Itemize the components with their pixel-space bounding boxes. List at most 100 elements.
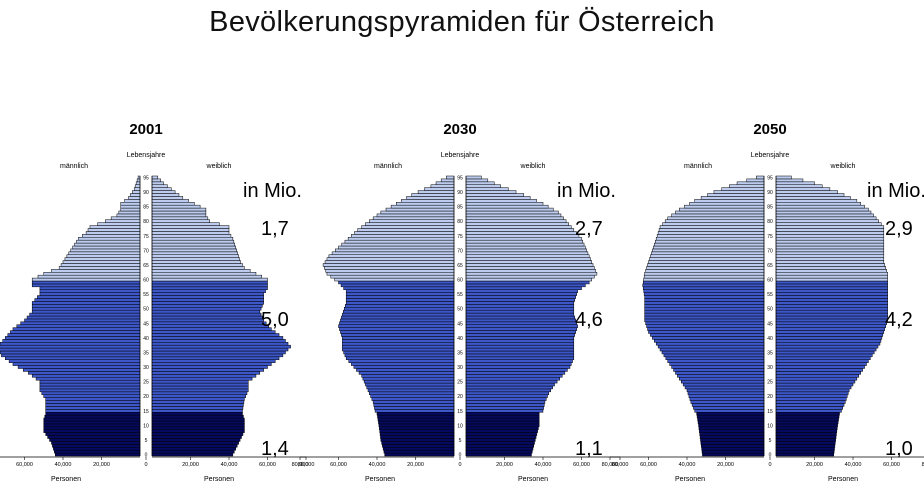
male-bar	[644, 272, 765, 276]
female-bar	[465, 228, 575, 232]
female-bar	[465, 187, 509, 191]
x-axis: 80,000 60,000 40,000 20,000 0 20,000 40,000 60,…	[0, 456, 315, 483]
female-bar	[151, 333, 280, 337]
female-bar	[775, 266, 886, 270]
female-bar	[151, 344, 291, 349]
female-bar	[151, 452, 234, 457]
male-bar	[43, 426, 141, 431]
female-bar	[151, 292, 264, 296]
male-bar	[351, 234, 455, 238]
male-bar	[43, 423, 141, 428]
male-bar	[128, 196, 141, 200]
total-60-plus: 2,7	[575, 218, 603, 240]
female-bar	[775, 274, 888, 279]
male-bar	[358, 371, 455, 375]
male-bar	[701, 447, 765, 451]
female-bar	[151, 245, 236, 250]
male-bar	[31, 304, 141, 308]
male-bar	[12, 362, 141, 366]
female-bar	[151, 213, 207, 218]
male-bar	[85, 231, 141, 235]
female-bar	[151, 385, 249, 390]
female-bar	[775, 409, 842, 413]
x-tick-label: 20,000	[717, 462, 734, 468]
female-bar	[775, 394, 848, 398]
age-tick-label: 15	[457, 409, 463, 415]
female-bar	[151, 432, 244, 436]
male-bar	[64, 257, 141, 261]
male-bar	[58, 266, 141, 270]
female-bar	[775, 374, 860, 378]
female-bar	[151, 248, 237, 253]
male-bar	[354, 231, 455, 235]
male-bar	[381, 441, 455, 445]
age-tick-label: 80	[767, 219, 773, 225]
female-bar	[465, 184, 501, 188]
male-bar	[697, 420, 765, 425]
x-tick-label: 80,000	[298, 462, 315, 468]
female-bar	[775, 175, 792, 180]
female-bar	[151, 219, 210, 223]
female-bar	[775, 350, 875, 355]
female-bar	[775, 368, 863, 372]
male-bar	[698, 423, 765, 428]
male-bar	[134, 184, 141, 188]
female-bar	[775, 283, 888, 288]
male-bar	[343, 350, 455, 355]
x-tick-label: 0	[768, 462, 771, 468]
male-bar	[659, 347, 765, 352]
female-bar	[151, 234, 232, 238]
female-bar	[775, 379, 856, 384]
male-bar	[691, 403, 765, 407]
male-bar	[643, 274, 765, 279]
male-bar	[644, 301, 765, 305]
male-bar	[341, 242, 455, 247]
female-bar	[151, 368, 264, 372]
female-bar	[775, 452, 834, 457]
female-bar	[151, 423, 245, 428]
age-tick-label: 5	[769, 438, 772, 444]
female-bar	[465, 324, 578, 328]
female-bar	[775, 344, 879, 349]
male-bar	[34, 298, 141, 302]
male-bar	[698, 426, 765, 431]
male-bar	[124, 199, 141, 203]
male-bar	[41, 391, 141, 396]
male-bar	[699, 432, 765, 436]
male-bar	[12, 327, 141, 331]
age-tick-label: 75	[457, 234, 463, 240]
age-tick-label: 90	[457, 190, 463, 196]
female-bar	[151, 409, 243, 413]
male-bar	[707, 193, 765, 197]
total-15-59: 5,0	[261, 309, 289, 331]
x-axis-title-right: Personen	[204, 476, 234, 483]
male-bar	[334, 277, 455, 282]
male-bar	[54, 449, 141, 454]
male-bar	[365, 222, 455, 226]
female-bar	[465, 388, 551, 393]
female-bar	[151, 304, 263, 308]
male-bar	[39, 385, 141, 390]
male-bar	[31, 301, 141, 305]
age-tick-label: 45	[457, 321, 463, 327]
x-tick-label: 40,000	[221, 462, 238, 468]
female-bar	[151, 204, 201, 209]
male-bar	[37, 274, 141, 279]
age-tick-label: 50	[143, 307, 149, 313]
female-bar	[775, 377, 858, 381]
female-bar	[465, 196, 531, 200]
female-bar	[151, 371, 261, 375]
male-bar	[643, 289, 765, 293]
female-bar	[151, 374, 257, 378]
female-bar	[465, 441, 535, 445]
female-bar	[151, 420, 245, 425]
male-bar	[345, 295, 455, 299]
x-tick-label: 20,000	[806, 462, 823, 468]
male-bar	[49, 438, 141, 442]
page-title: Bevölkerungspyramiden für Österreich	[209, 6, 715, 38]
x-tick-label: 20,000	[93, 462, 110, 468]
age-tick-label: 10	[457, 423, 463, 429]
female-bar	[775, 245, 885, 250]
total-15-59: 4,2	[885, 309, 913, 331]
